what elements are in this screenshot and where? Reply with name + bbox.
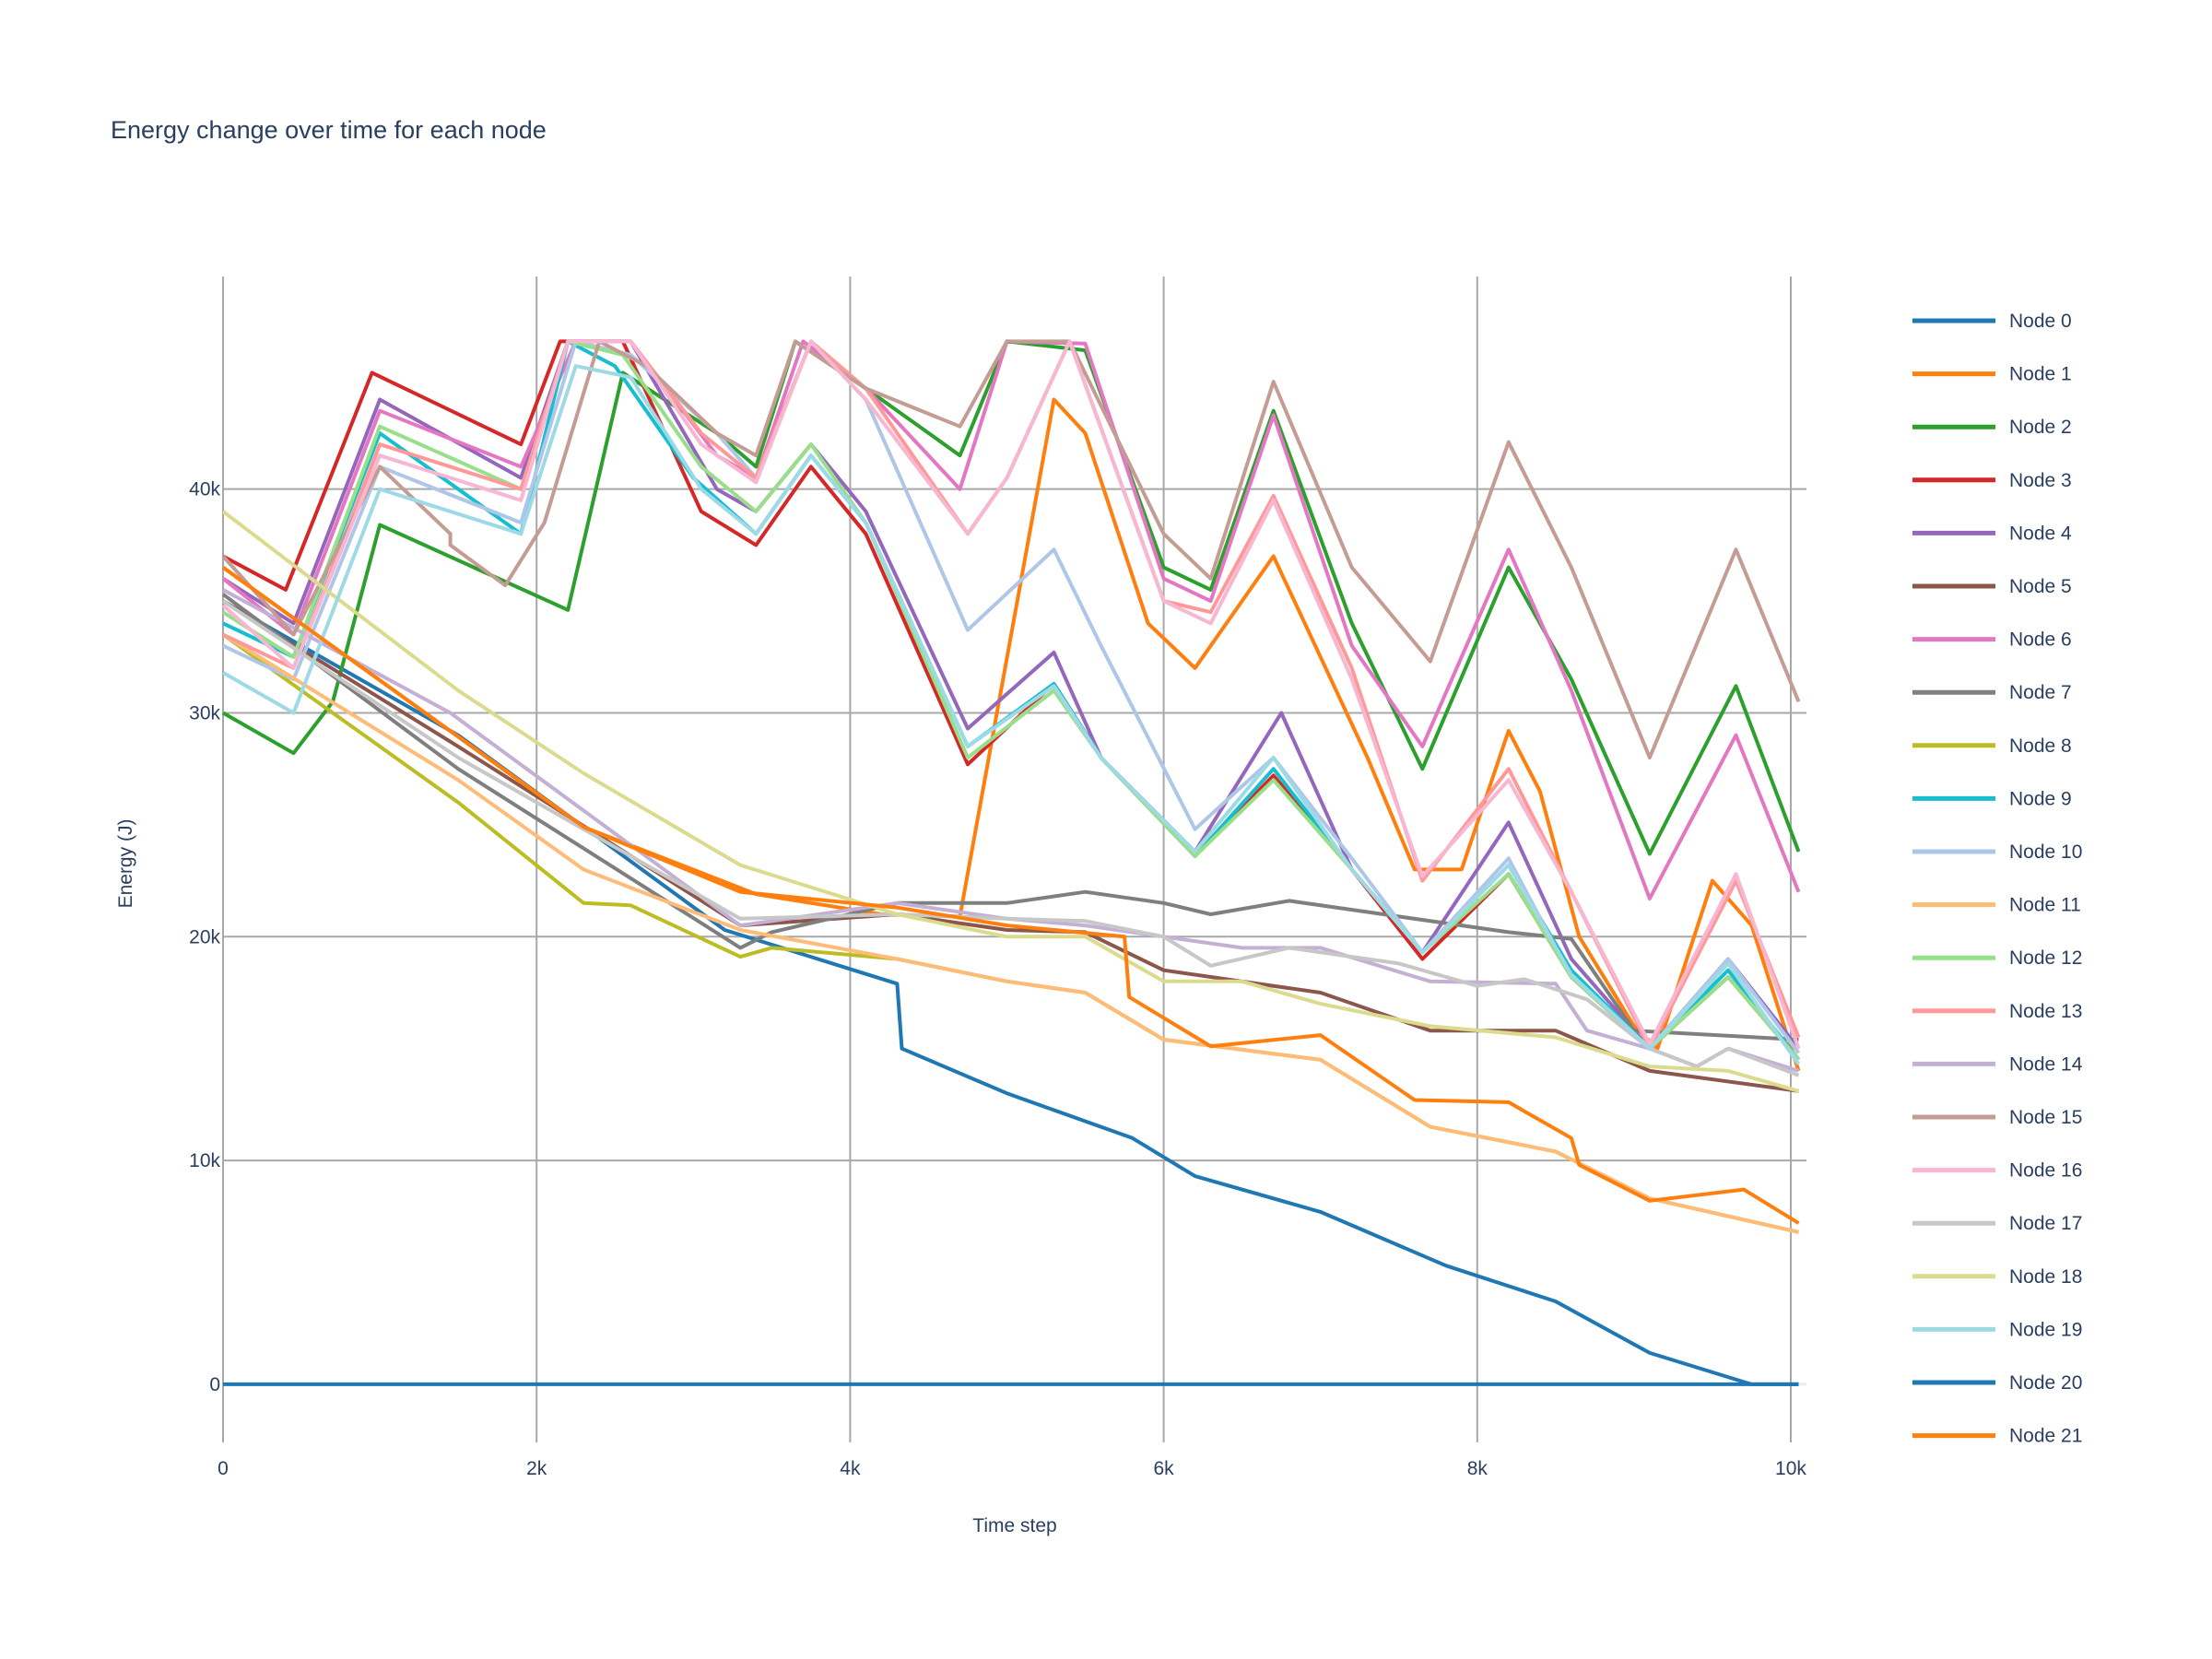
legend-item[interactable]: Node 10 — [1912, 841, 2082, 863]
legend-label: Node 12 — [2009, 947, 2082, 969]
legend-label: Node 4 — [2009, 523, 2072, 544]
series-line-node-11 — [221, 632, 1799, 1234]
legend-label: Node 8 — [2009, 735, 2072, 757]
legend-item[interactable]: Node 13 — [1912, 1001, 2082, 1022]
series-line-node-19 — [222, 364, 1801, 1065]
x-tick-label: 6k — [1154, 1458, 1175, 1479]
legend-item[interactable]: Node 17 — [1912, 1213, 2082, 1234]
legend-label: Node 6 — [2009, 629, 2072, 651]
legend-item[interactable]: Node 20 — [1912, 1372, 2082, 1394]
legend-label: Node 10 — [2009, 841, 2082, 863]
y-tick-label: 10k — [189, 1150, 220, 1171]
y-tick-label: 20k — [189, 926, 220, 947]
legend-label: Node 3 — [2009, 470, 2072, 491]
plot-traces — [221, 339, 1801, 1386]
legend-item[interactable]: Node 8 — [1912, 735, 2072, 757]
series-line-node-16 — [221, 339, 1801, 1050]
legend-item[interactable]: Node 19 — [1912, 1319, 2082, 1340]
x-axis-ticks: 0 2k 4k 6k 8k 10k — [218, 1458, 1806, 1479]
x-tick-label: 0 — [218, 1458, 229, 1479]
legend-item[interactable]: Node 14 — [1912, 1053, 2083, 1075]
legend-label: Node 2 — [2009, 417, 2072, 438]
x-axis-title: Time step — [972, 1515, 1056, 1536]
legend-label: Node 16 — [2009, 1160, 2082, 1182]
legend-label: Node 5 — [2009, 576, 2072, 597]
legend-item[interactable]: Node 16 — [1912, 1160, 2082, 1182]
legend-label: Node 1 — [2009, 364, 2072, 385]
y-tick-label: 30k — [189, 702, 220, 724]
series-line-node-18 — [221, 510, 1800, 1093]
legend-label: Node 19 — [2009, 1319, 2082, 1340]
legend-label: Node 14 — [2009, 1053, 2083, 1075]
x-tick-label: 10k — [1775, 1458, 1806, 1479]
series-line-node-17 — [221, 599, 1800, 1077]
y-tick-label: 40k — [189, 479, 220, 500]
y-tick-label: 0 — [209, 1374, 220, 1395]
legend-item[interactable]: Node 1 — [1912, 364, 2072, 385]
y-axis-title: Energy (J) — [115, 819, 136, 909]
legend-item[interactable]: Node 6 — [1912, 629, 2072, 651]
legend-item[interactable]: Node 18 — [1912, 1266, 2082, 1288]
legend-label: Node 17 — [2009, 1213, 2082, 1234]
legend-item[interactable]: Node 9 — [1912, 788, 2072, 809]
x-tick-label: 4k — [840, 1458, 861, 1479]
legend-item[interactable]: Node 4 — [1912, 523, 2072, 544]
legend-label: Node 20 — [2009, 1372, 2082, 1394]
series-line-node-21 — [221, 565, 1800, 1225]
legend-label: Node 15 — [2009, 1107, 2082, 1128]
legend-label: Node 21 — [2009, 1426, 2082, 1447]
legend-label: Node 7 — [2009, 682, 2072, 703]
y-axis-ticks: 0 10k 20k 30k 40k — [189, 479, 220, 1395]
legend-item[interactable]: Node 21 — [1912, 1426, 2082, 1447]
legend-label: Node 11 — [2009, 895, 2081, 916]
legend-item[interactable]: Node 15 — [1912, 1107, 2082, 1128]
legend-label: Node 9 — [2009, 788, 2072, 809]
series-line-node-15 — [221, 339, 1801, 759]
legend-item[interactable]: Node 3 — [1912, 470, 2072, 491]
legend-item[interactable]: Node 5 — [1912, 576, 2072, 597]
x-tick-label: 8k — [1467, 1458, 1488, 1479]
legend-item[interactable]: Node 7 — [1912, 682, 2072, 703]
legend-item[interactable]: Node 11 — [1912, 895, 2081, 916]
legend-item[interactable]: Node 0 — [1912, 311, 2072, 332]
legend-item[interactable]: Node 2 — [1912, 417, 2072, 438]
legend: Node 0 Node 1 Node 2 Node 3 Node 4 Node 5 Node… — [1912, 311, 2083, 1447]
x-tick-label: 2k — [526, 1458, 547, 1479]
legend-item[interactable]: Node 12 — [1912, 947, 2082, 969]
legend-label: Node 18 — [2009, 1266, 2082, 1288]
chart-title: Energy change over time for each node — [111, 116, 547, 144]
legend-label: Node 0 — [2009, 311, 2072, 332]
legend-label: Node 13 — [2009, 1001, 2082, 1022]
